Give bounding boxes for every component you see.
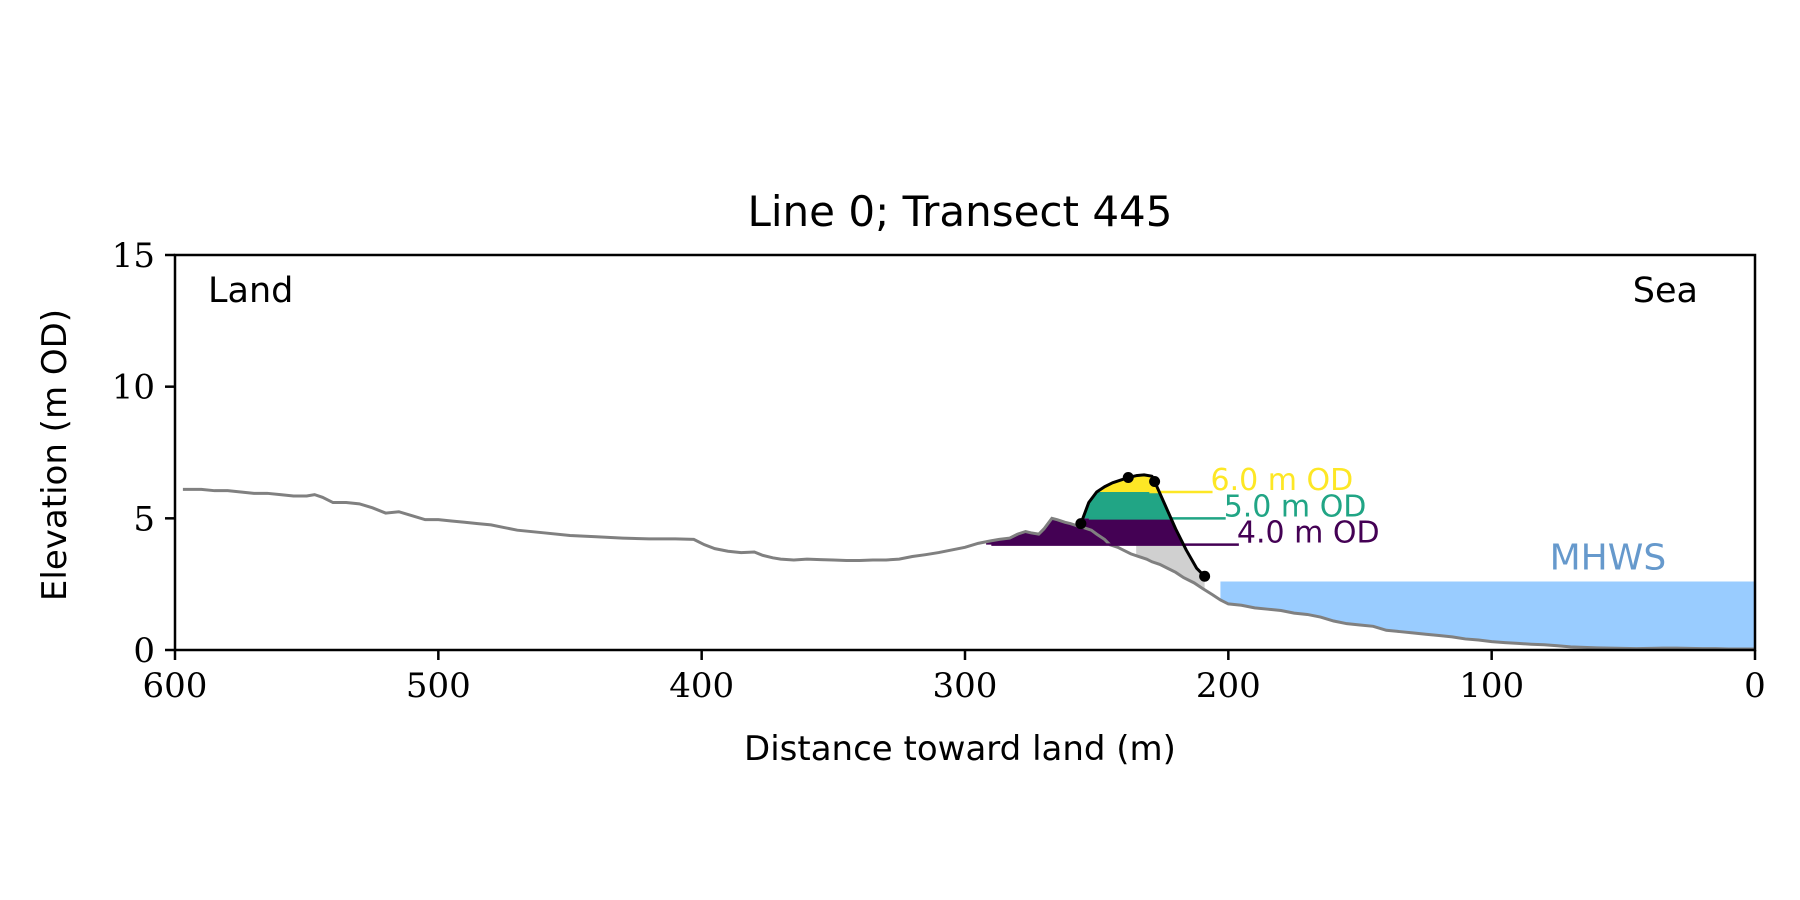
x-tick-label-6: 0 (1744, 666, 1766, 706)
level-label-1: 5.0 m OD (1224, 489, 1367, 524)
profile-point-0 (1075, 518, 1087, 530)
x-tick-label-4: 200 (1196, 666, 1261, 706)
fitted-profile-line (1079, 473, 1206, 578)
x-tick-label-5: 100 (1459, 666, 1524, 706)
survey-profile-line (182, 487, 1755, 651)
plot-area: MHWS 6.0 m OD5.0 m OD4.0 m OD Land Sea (182, 271, 1755, 651)
mhws-label: MHWS (1550, 538, 1667, 579)
y-tick-label-0: 0 (133, 631, 155, 671)
band-4m (986, 518, 1183, 545)
x-tick-label-0: 600 (143, 666, 208, 706)
x-tick-label-2: 400 (669, 666, 734, 706)
mhws-water-fill (1220, 581, 1755, 649)
level-label-0: 6.0 m OD (1211, 463, 1354, 498)
level-label-2: 4.0 m OD (1237, 516, 1380, 551)
profile-point-2 (1149, 475, 1161, 487)
axes: 600 500 400 300 200 100 0 0 5 10 15 (112, 236, 1766, 706)
x-tick-label-3: 300 (933, 666, 998, 706)
y-tick-label-2: 10 (112, 368, 155, 408)
y-tick-label-1: 5 (133, 499, 155, 539)
profile-point-1 (1122, 472, 1134, 484)
sea-label: Sea (1633, 271, 1698, 311)
band-5m (1083, 492, 1171, 519)
land-label: Land (208, 271, 293, 311)
chart-title: Line 0; Transect 445 (747, 187, 1172, 236)
band-6m (1097, 474, 1159, 492)
y-tick-label-3: 15 (112, 236, 155, 276)
x-tick-label-1: 500 (406, 666, 471, 706)
x-axis-label: Distance toward land (m) (744, 729, 1176, 769)
y-axis-label: Elevation (m OD) (35, 309, 75, 601)
profile-point-3 (1199, 570, 1211, 582)
